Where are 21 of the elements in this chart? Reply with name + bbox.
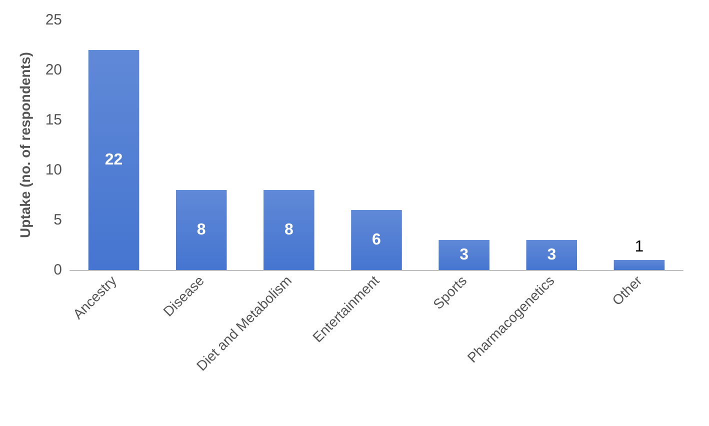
data-label: 8 bbox=[196, 222, 206, 238]
data-label: 8 bbox=[284, 222, 294, 238]
bar bbox=[176, 190, 227, 270]
bar bbox=[351, 210, 402, 270]
data-label: 6 bbox=[372, 232, 382, 248]
data-label: 3 bbox=[547, 246, 556, 264]
bar bbox=[264, 190, 314, 270]
y-tick-label: 5 bbox=[54, 212, 62, 228]
data-label: 22 bbox=[104, 152, 123, 168]
y-tick-label: 20 bbox=[45, 62, 62, 78]
y-tick-label: 25 bbox=[45, 12, 62, 28]
y-tick-label: 0 bbox=[54, 262, 62, 278]
bar bbox=[526, 240, 578, 270]
bar bbox=[438, 240, 490, 270]
y-axis-title: Uptake (no. of respondents) bbox=[17, 52, 33, 238]
bar bbox=[614, 260, 665, 270]
bar bbox=[88, 50, 140, 270]
data-label: 1 bbox=[634, 238, 644, 256]
y-tick-label: 15 bbox=[45, 112, 62, 128]
data-label: 3 bbox=[460, 246, 469, 264]
y-tick-label: 10 bbox=[45, 162, 62, 178]
